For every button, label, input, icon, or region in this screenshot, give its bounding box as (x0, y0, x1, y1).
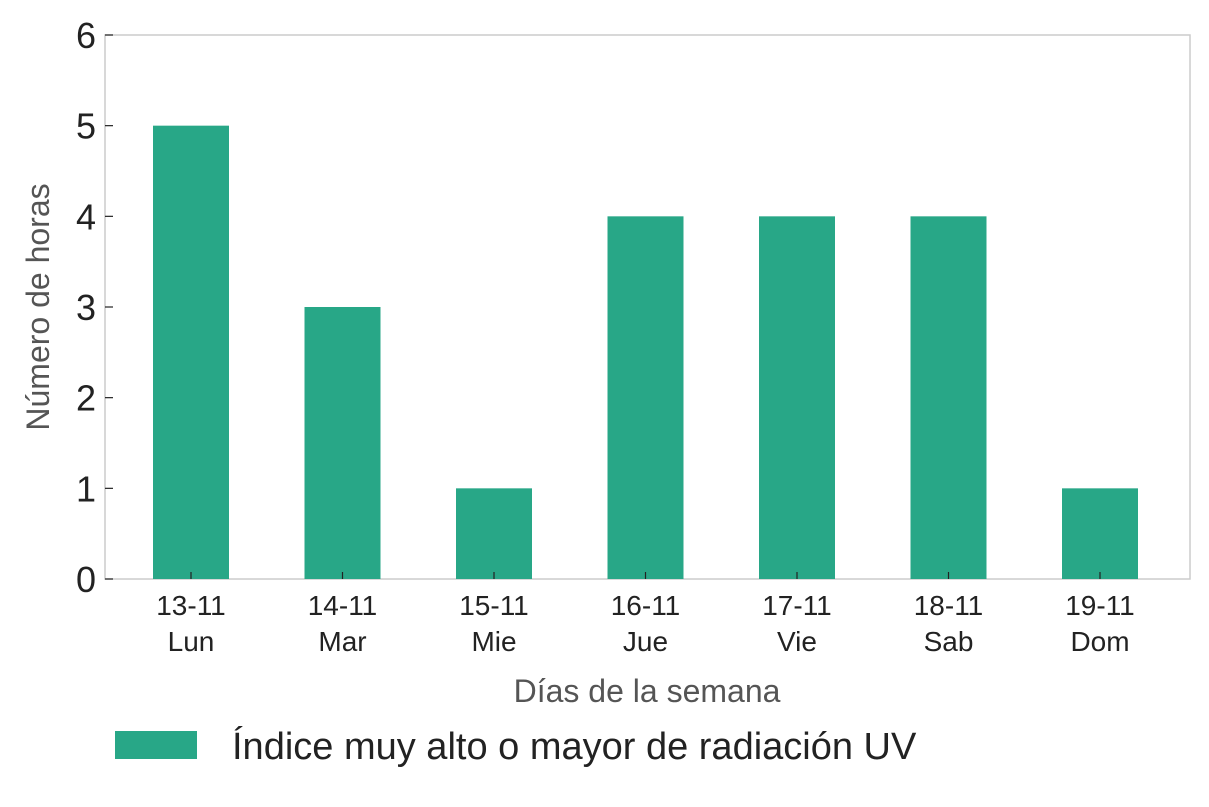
x-tick-label-day: Mar (318, 626, 366, 657)
y-tick-label: 0 (76, 559, 96, 600)
x-tick-label-date: 14-11 (308, 590, 378, 621)
x-tick-label-date: 13-11 (156, 590, 226, 621)
y-tick-label: 4 (76, 196, 96, 237)
legend: Índice muy alto o mayor de radiación UV (115, 725, 917, 768)
x-tick-label-day: Lun (168, 626, 215, 657)
y-axis-title: Número de horas (20, 183, 56, 430)
y-tick-label: 3 (76, 287, 96, 328)
bar (456, 488, 532, 579)
x-axis-title: Días de la semana (514, 673, 781, 709)
bar (1062, 488, 1138, 579)
bars-group (153, 125, 1138, 580)
bar (304, 307, 381, 579)
x-tick-label-day: Sab (924, 626, 974, 657)
x-axis-ticks: 13-11 Lun 14-11 Mar 15-11 Mie 16-11 Jue 17-11 Vie… (156, 572, 1135, 657)
x-tick-label-date: 19-11 (1065, 590, 1135, 621)
x-tick-label-date: 15-11 (459, 590, 529, 621)
y-tick-label: 5 (76, 106, 96, 147)
y-tick-label: 1 (76, 468, 96, 509)
x-tick-label-day: Vie (777, 626, 817, 657)
x-tick-label-date: 18-11 (914, 590, 984, 621)
x-tick-label-day: Dom (1070, 626, 1129, 657)
y-axis-ticks: 0 1 2 3 4 5 6 (76, 15, 113, 600)
x-tick-label-date: 17-11 (762, 590, 832, 621)
legend-label: Índice muy alto o mayor de radiación UV (232, 725, 917, 768)
x-tick-label-day: Jue (623, 626, 668, 657)
bar (153, 125, 229, 580)
y-tick-label: 6 (76, 15, 96, 56)
legend-swatch (115, 731, 197, 759)
bar (759, 216, 835, 580)
bar (910, 216, 987, 580)
bar (607, 216, 684, 580)
y-tick-label: 2 (76, 378, 96, 419)
x-tick-label-date: 16-11 (611, 590, 681, 621)
x-tick-label-day: Mie (471, 626, 516, 657)
